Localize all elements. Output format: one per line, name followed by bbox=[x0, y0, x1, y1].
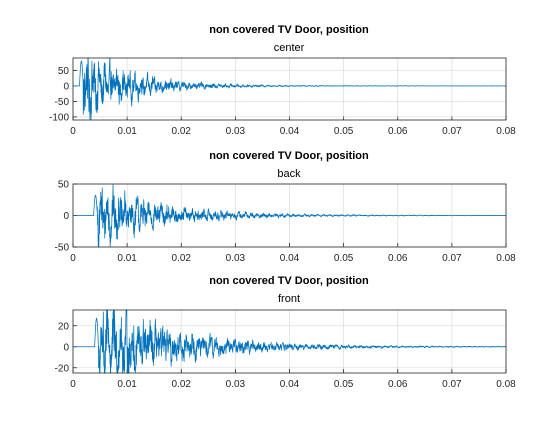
y-tick-labels: 50 0 -50 -100 bbox=[49, 66, 69, 124]
x-tick-label: 0.08 bbox=[496, 379, 516, 390]
subplot-front: non covered TV Door, position front 0 0.0… bbox=[55, 275, 517, 390]
x-tick-label: 0.03 bbox=[226, 379, 246, 390]
y-tick-labels: 20 0 -20 bbox=[55, 321, 70, 374]
y-tick-label: 50 bbox=[58, 66, 70, 77]
signal-trace bbox=[72, 57, 507, 121]
y-tick-label: 50 bbox=[58, 180, 70, 191]
x-tick-label: 0 bbox=[70, 126, 76, 137]
x-tick-label: 0.07 bbox=[442, 253, 462, 264]
y-tick-labels: 50 0 -50 bbox=[55, 180, 70, 254]
y-tick-label: -20 bbox=[55, 363, 70, 374]
x-tick-label: 0.07 bbox=[442, 126, 462, 137]
y-tick-label: 0 bbox=[63, 342, 69, 353]
subplot-title: non covered TV Door, position bbox=[209, 24, 369, 36]
subplot-subtitle: back bbox=[277, 168, 301, 180]
y-tick-label: 20 bbox=[58, 321, 70, 332]
x-tick-label: 0.05 bbox=[334, 379, 354, 390]
axes-box bbox=[72, 309, 507, 374]
x-tick-label: 0.01 bbox=[117, 126, 137, 137]
subplot-title: non covered TV Door, position bbox=[209, 150, 369, 162]
y-tick-label: 0 bbox=[63, 81, 69, 92]
x-tick-label: 0.03 bbox=[226, 126, 246, 137]
axes-box bbox=[72, 183, 507, 248]
x-tick-label: 0.07 bbox=[442, 379, 462, 390]
x-tick-label: 0.03 bbox=[226, 253, 246, 264]
y-tick-label: 0 bbox=[63, 211, 69, 222]
x-tick-label: 0.01 bbox=[117, 253, 137, 264]
x-tick-label: 0.06 bbox=[388, 126, 408, 137]
x-tick-label: 0.04 bbox=[280, 379, 300, 390]
x-tick-label: 0.02 bbox=[172, 126, 192, 137]
subplot-center: non covered TV Door, position center 0 0.… bbox=[49, 24, 516, 137]
x-tick-label: 0.02 bbox=[172, 379, 192, 390]
x-tick-label: 0.04 bbox=[280, 126, 300, 137]
x-tick-label: 0.02 bbox=[172, 253, 192, 264]
x-tick-label: 0.08 bbox=[496, 126, 516, 137]
x-tick-labels: 0 0.01 0.02 0.03 0.04 0.05 0.06 0.07 0.08 bbox=[70, 126, 516, 137]
x-tick-label: 0 bbox=[70, 253, 76, 264]
subplot-back: non covered TV Door, position back 0 0.01… bbox=[55, 150, 517, 264]
axes-box bbox=[72, 57, 507, 121]
x-tick-labels: 0 0.01 0.02 0.03 0.04 0.05 0.06 0.07 0.08 bbox=[70, 379, 516, 390]
subplot-title: non covered TV Door, position bbox=[209, 275, 369, 287]
x-tick-label: 0.05 bbox=[334, 126, 354, 137]
subplot-subtitle: front bbox=[278, 293, 300, 305]
x-tick-label: 0.08 bbox=[496, 253, 516, 264]
x-tick-label: 0.06 bbox=[388, 253, 408, 264]
x-tick-label: 0 bbox=[70, 379, 76, 390]
signal-trace bbox=[72, 309, 507, 374]
y-tick-label: -100 bbox=[49, 112, 69, 123]
x-tick-label: 0.06 bbox=[388, 379, 408, 390]
x-tick-label: 0.01 bbox=[117, 379, 137, 390]
subplot-subtitle: center bbox=[274, 42, 305, 54]
x-tick-labels: 0 0.01 0.02 0.03 0.04 0.05 0.06 0.07 0.08 bbox=[70, 253, 516, 264]
y-tick-label: -50 bbox=[55, 243, 70, 254]
x-tick-label: 0.05 bbox=[334, 253, 354, 264]
y-tick-label: -50 bbox=[55, 97, 70, 108]
signal-trace bbox=[72, 184, 507, 248]
x-tick-label: 0.04 bbox=[280, 253, 300, 264]
